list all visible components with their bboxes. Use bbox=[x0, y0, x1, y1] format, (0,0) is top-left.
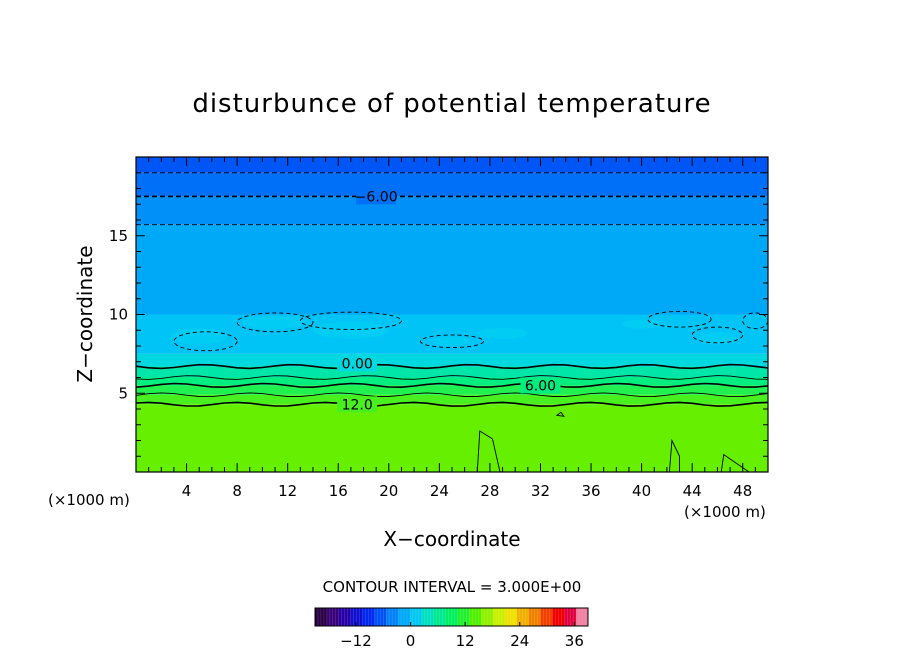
contour-line bbox=[135, 375, 769, 380]
contour-band bbox=[136, 224, 768, 315]
x-unit-left: (×1000 m) bbox=[48, 491, 130, 509]
contour-label: 0.00 bbox=[342, 356, 373, 372]
x-tick-label: 28 bbox=[480, 482, 499, 500]
x-unit-right: (×1000 m) bbox=[684, 503, 766, 521]
colorbar-tick-label: 36 bbox=[565, 632, 584, 650]
colorbar-tick-label: 12 bbox=[456, 632, 475, 650]
colorbar-swatch bbox=[528, 608, 542, 626]
contour-label-gap bbox=[337, 355, 378, 372]
colorbar-swatch bbox=[315, 608, 328, 626]
x-tick-label: 24 bbox=[430, 482, 449, 500]
y-tick-label: 10 bbox=[109, 306, 128, 324]
colorbar-swatch bbox=[504, 608, 518, 626]
y-tick-label: 5 bbox=[118, 384, 128, 402]
plot-fill-layer bbox=[136, 157, 768, 472]
y-axis-label: Z−coordinate bbox=[73, 245, 97, 382]
light-patch bbox=[477, 327, 528, 339]
light-patch bbox=[698, 331, 737, 345]
colorbar-swatch bbox=[386, 608, 399, 626]
contour-label-gap bbox=[337, 396, 378, 413]
contour-band bbox=[136, 353, 768, 367]
x-tick-label: 4 bbox=[182, 482, 192, 500]
dashed-contour bbox=[299, 311, 402, 330]
dashed-contour bbox=[647, 310, 712, 328]
colorbar-layer: −12 0 12 24 36 bbox=[314, 607, 589, 650]
solid-contour bbox=[476, 430, 501, 473]
contour-band bbox=[136, 404, 768, 472]
contour-line bbox=[135, 392, 769, 398]
solid-contour bbox=[668, 438, 680, 473]
colorbar-swatch bbox=[481, 608, 494, 626]
solid-contour bbox=[720, 453, 750, 473]
contour-band bbox=[136, 314, 768, 354]
colorbar-swatch bbox=[469, 608, 482, 626]
y-tick-label: 15 bbox=[109, 227, 128, 245]
x-tick-label: 44 bbox=[683, 482, 702, 500]
x-tick-label: 36 bbox=[581, 482, 600, 500]
colorbar-swatch bbox=[409, 608, 423, 626]
x-tick-label: 16 bbox=[329, 482, 348, 500]
contour-line bbox=[135, 401, 769, 407]
contour-band bbox=[136, 172, 768, 197]
light-patch bbox=[170, 328, 228, 345]
colorbar-swatch bbox=[540, 608, 553, 626]
contour-label: 6.00 bbox=[525, 378, 556, 394]
x-tick-label: 32 bbox=[531, 482, 550, 500]
solid-contour bbox=[555, 411, 565, 417]
colorbar-swatch bbox=[433, 608, 447, 626]
colorbar-frame bbox=[314, 607, 589, 627]
colorbar-tick-label: 24 bbox=[510, 632, 529, 650]
contour-interval-text: CONTOUR INTERVAL = 3.000E+00 bbox=[323, 578, 582, 596]
x-axis-label: X−coordinate bbox=[383, 527, 520, 551]
colorbar-tick-label: 0 bbox=[406, 632, 416, 650]
contour-band bbox=[136, 366, 768, 378]
light-patch bbox=[312, 321, 389, 339]
colorbar-swatch bbox=[362, 608, 375, 626]
colorbar-swatch bbox=[421, 608, 435, 626]
x-tick-label: 8 bbox=[232, 482, 242, 500]
contour-label: 12.0 bbox=[342, 397, 373, 413]
contour-band bbox=[136, 196, 768, 225]
contour-band bbox=[136, 157, 768, 173]
colorbar-tick-label: −12 bbox=[340, 632, 372, 650]
contour-line bbox=[135, 382, 769, 389]
light-patch bbox=[243, 316, 307, 329]
contour-band bbox=[136, 385, 768, 395]
colorbar-swatch bbox=[338, 608, 352, 626]
x-tick-label: 40 bbox=[632, 482, 651, 500]
contour-label-gap bbox=[520, 377, 561, 394]
colorbar-swatch bbox=[516, 608, 530, 626]
contour-line bbox=[135, 363, 769, 370]
contour-band bbox=[136, 377, 768, 386]
dashed-contour bbox=[173, 331, 238, 352]
colorbar-swatch bbox=[350, 608, 363, 626]
x-tick-label: 20 bbox=[379, 482, 398, 500]
contour-lines-layer: −6.00 0.00 6.00 12.0 bbox=[135, 172, 769, 473]
dashed-contour bbox=[691, 326, 744, 344]
colorbar-swatch bbox=[445, 608, 458, 626]
colorbar-swatch bbox=[564, 608, 577, 626]
light-patch bbox=[622, 319, 661, 329]
colorbar-swatch bbox=[576, 608, 589, 626]
colorbar-swatch bbox=[552, 608, 565, 626]
x-tick-label: 48 bbox=[733, 482, 752, 500]
dashed-contour bbox=[236, 312, 314, 333]
colorbar-swatch bbox=[374, 608, 387, 626]
colorbar-swatch bbox=[493, 608, 506, 626]
x-tick-label: 12 bbox=[278, 482, 297, 500]
contour-label-gap bbox=[356, 188, 397, 205]
contour-label: −6.00 bbox=[355, 189, 398, 205]
light-patch bbox=[433, 336, 471, 346]
contour-band bbox=[136, 394, 768, 405]
colorbar-swatch bbox=[457, 608, 470, 626]
colorbar-swatch bbox=[326, 608, 340, 626]
dashed-contour bbox=[419, 334, 485, 349]
colorbar-swatch bbox=[398, 608, 411, 626]
chart-title: disturbunce of potential temperature bbox=[192, 89, 711, 119]
